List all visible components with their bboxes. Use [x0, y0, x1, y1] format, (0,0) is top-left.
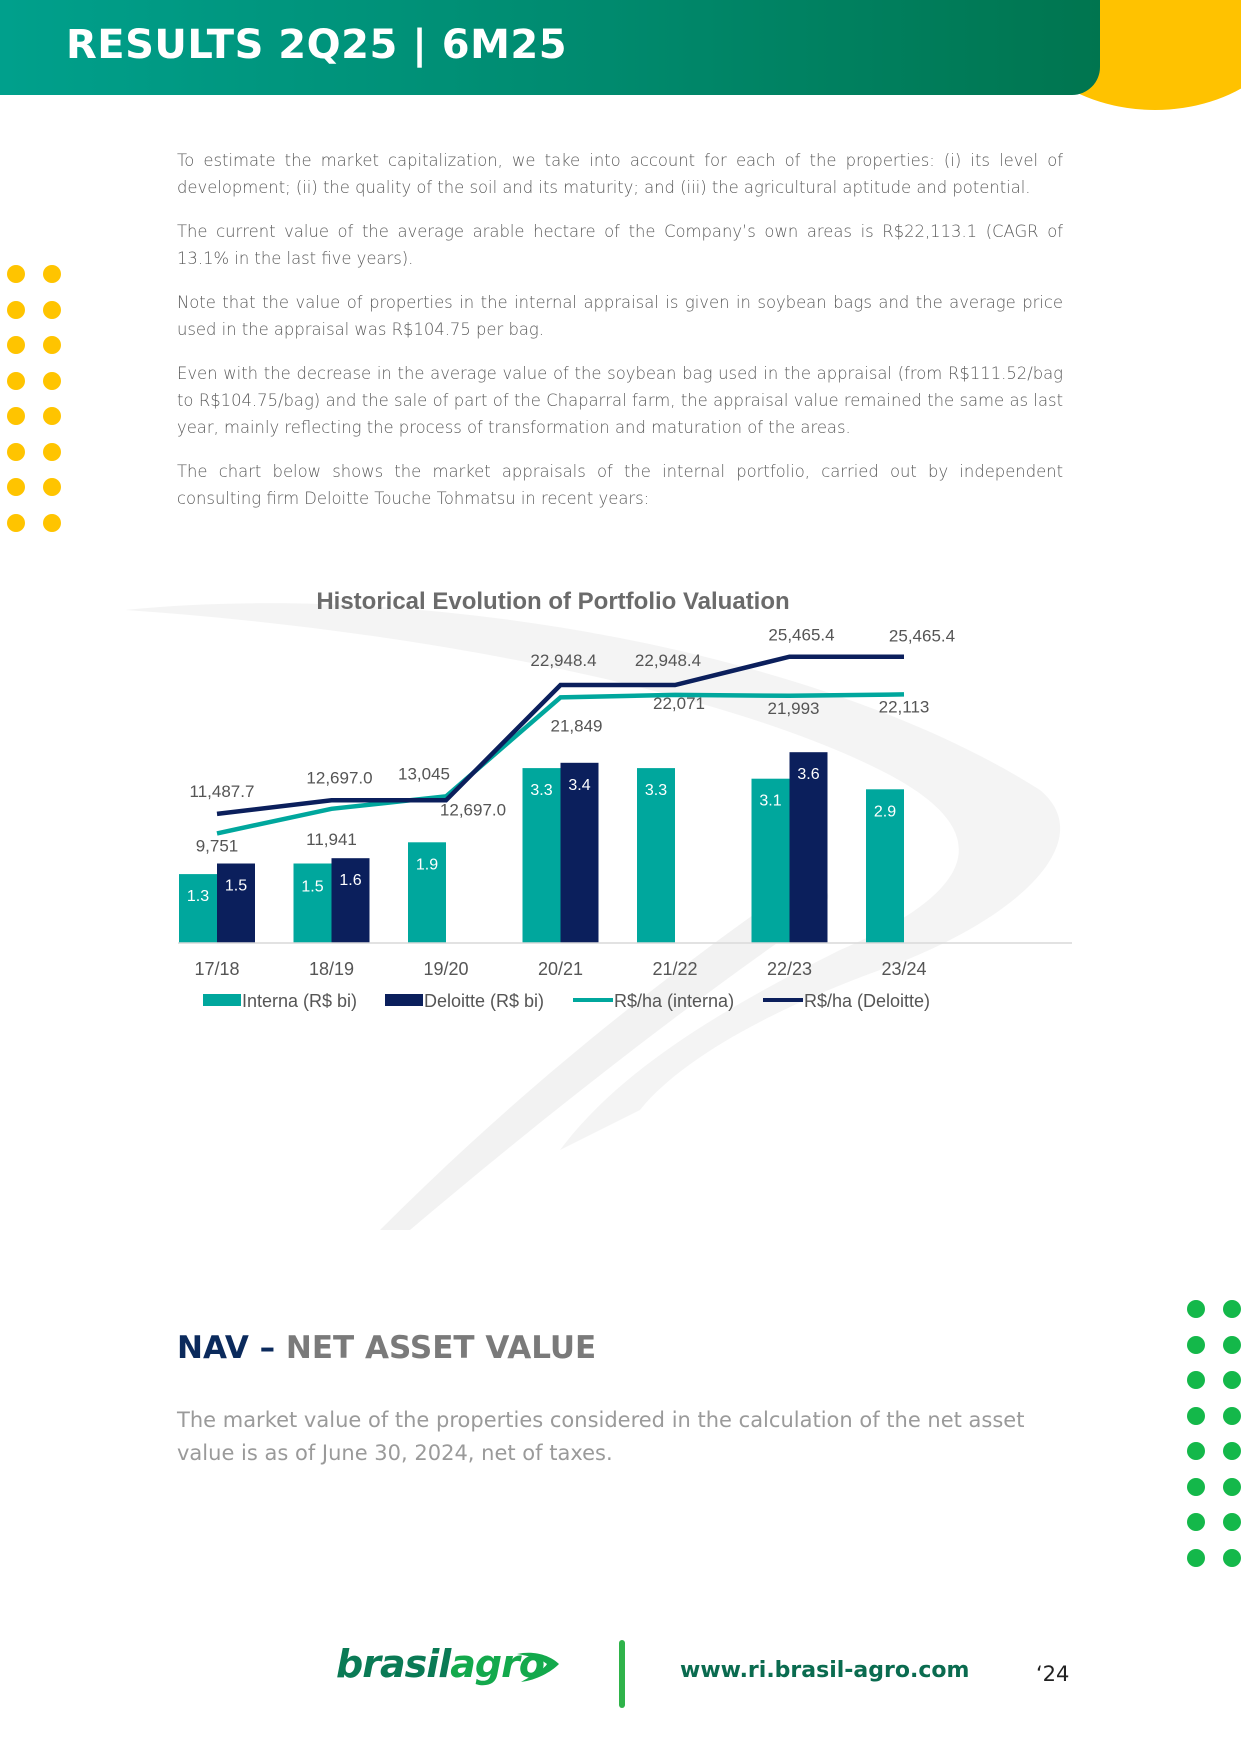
bar-data-label: 1.3 — [187, 888, 209, 905]
legend-item: Interna (R$ bi) — [203, 991, 357, 1011]
bar-data-label: 3.3 — [645, 782, 667, 799]
line-rha-deloitte — [216, 654, 904, 817]
brand-logo: brasilagro — [336, 1642, 545, 1686]
legend-swatch — [385, 994, 423, 1006]
x-tick-label: 17/18 — [194, 959, 239, 979]
bar-interna — [866, 789, 904, 943]
footer-divider — [619, 1640, 625, 1708]
bar-data-label: 2.9 — [874, 803, 896, 820]
section-title-main: NET ASSET VALUE — [285, 1330, 597, 1366]
decorative-dots-left — [7, 265, 61, 532]
paragraph: To estimate the market capitalization, w… — [177, 151, 1063, 197]
bar-interna — [637, 768, 675, 943]
line-data-label: 11,487.7 — [190, 782, 255, 801]
bar-data-label: 1.5 — [301, 879, 323, 896]
legend-item: Deloitte (R$ bi) — [385, 991, 544, 1011]
line-data-label: 22,948.4 — [530, 651, 596, 670]
paragraph: The chart below shows the market apprais… — [177, 462, 1063, 508]
line-data-label: 9,751 — [196, 836, 239, 855]
legend-item: R$/ha (Deloitte) — [763, 991, 930, 1011]
line-data-label: 22,113 — [879, 697, 930, 716]
bar-deloitte — [789, 752, 828, 943]
line-data-label: 12,697.0 — [306, 768, 372, 787]
x-tick-label: 18/19 — [309, 959, 354, 979]
watermark-swoosh-icon — [125, 603, 1061, 1230]
section-text: The market value of the properties consi… — [177, 1408, 1025, 1465]
bar-interna — [293, 863, 332, 943]
decorative-dots-right — [1187, 1300, 1241, 1567]
bar-data-label: 1.5 — [225, 878, 247, 895]
bar-data-label: 1.6 — [339, 872, 361, 889]
line-data-label: 22,948.4 — [635, 651, 701, 670]
line-data-label: 12,697.0 — [440, 800, 506, 819]
bar-deloitte — [217, 863, 255, 943]
x-tick-label: 23/24 — [881, 959, 926, 979]
legend-label: R$/ha (interna) — [614, 991, 734, 1011]
bar-interna — [751, 778, 790, 943]
section-title: NAV – NET ASSET VALUE — [177, 1330, 596, 1366]
bar-deloitte — [560, 762, 599, 943]
paragraph: Even with the decrease in the average va… — [177, 364, 1063, 437]
x-tick-label: 20/21 — [538, 959, 583, 979]
bar-interna — [522, 768, 561, 943]
bar-data-label: 3.4 — [568, 777, 590, 794]
line-data-label: 21,849 — [551, 716, 603, 735]
page-title: RESULTS 2Q25 | 6M25 — [66, 22, 568, 68]
legend-label: Interna (R$ bi) — [242, 991, 357, 1011]
section-title-prefix: NAV – — [177, 1330, 286, 1366]
bar-data-label: 3.3 — [530, 782, 552, 799]
line-data-label: 22,071 — [653, 694, 705, 713]
line-data-label: 21,993 — [768, 699, 820, 718]
header-band — [0, 0, 1100, 95]
website-link[interactable]: www.ri.brasil-agro.com — [680, 1658, 970, 1683]
line-data-label: 25,465.4 — [768, 626, 834, 645]
paragraph: The current value of the average arable … — [177, 222, 1063, 268]
portfolio-valuation-chart: Historical Evolution of Portfolio Valuat… — [178, 588, 1072, 1011]
bar-deloitte — [331, 858, 370, 943]
legend-label: Deloitte (R$ bi) — [424, 991, 544, 1011]
line-rha-interna — [216, 692, 905, 836]
x-tick-label: 22/23 — [767, 959, 812, 979]
bar-data-label: 3.1 — [759, 793, 781, 810]
legend-label: R$/ha (Deloitte) — [804, 991, 930, 1011]
line-data-label: 25,465.4 — [889, 627, 955, 646]
body-text: To estimate the market capitalization, w… — [177, 147, 1063, 529]
bar-interna — [408, 842, 446, 943]
legend-swatch — [203, 994, 241, 1006]
logo-swoosh-icon — [517, 1652, 559, 1682]
chart-title: Historical Evolution of Portfolio Valuat… — [316, 588, 789, 615]
bar-interna — [179, 874, 217, 943]
paragraph: Note that the value of properties in the… — [177, 293, 1063, 339]
bar-data-label: 3.6 — [797, 766, 819, 783]
x-tick-label: 19/20 — [423, 959, 468, 979]
x-tick-label: 21/22 — [652, 959, 697, 979]
bar-data-label: 1.9 — [416, 856, 438, 873]
line-data-label: 13,045 — [398, 764, 450, 783]
legend-item: R$/ha (interna) — [573, 991, 734, 1011]
line-data-label: 11,941 — [306, 830, 357, 849]
page-number: ‘24 — [1036, 1662, 1070, 1686]
